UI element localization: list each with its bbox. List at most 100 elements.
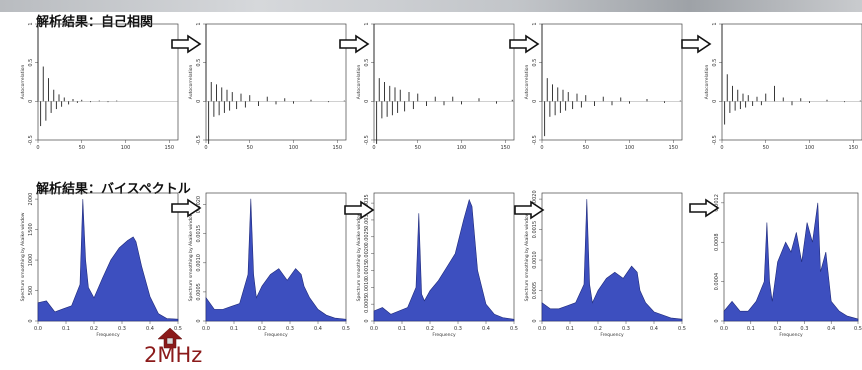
- y-axis-title: Autocorrelation: [356, 65, 362, 100]
- y-tick-label: 0.0008: [714, 233, 720, 251]
- flow-arrow-6: [344, 200, 375, 220]
- flow-arrow-1: [171, 34, 202, 54]
- y-tick-label: 1500: [28, 223, 34, 236]
- x-tick-label: 0: [720, 145, 723, 151]
- x-tick-label: 0.5: [342, 326, 350, 332]
- y-tick-label: 1000: [28, 254, 34, 267]
- y-axis-title: Autocorrelation: [704, 65, 710, 100]
- flow-arrow-4: [681, 34, 712, 54]
- flow-arrow-3: [509, 34, 540, 54]
- plot-frame: [721, 23, 862, 141]
- y-tick-label: 1: [28, 22, 34, 25]
- x-axis-title: Frequency: [779, 332, 803, 338]
- x-tick-label: 0.1: [62, 326, 70, 332]
- y-axis-title: Spectrum smoothing by Akaike window: [20, 212, 26, 301]
- x-tick-label: 0.4: [314, 326, 322, 332]
- header-image-strip: [0, 0, 862, 12]
- x-tick-label: 0.1: [230, 326, 238, 332]
- y-tick-label: 0.0030: [364, 211, 370, 229]
- y-tick-label: 0.5: [532, 59, 538, 67]
- y-tick-label: 0.0015: [364, 262, 370, 280]
- spectrum-area: [205, 198, 347, 322]
- y-tick-label: 0.0035: [364, 194, 370, 212]
- y-axis-title: Autocorrelation: [524, 65, 530, 100]
- x-tick-label: 0.5: [174, 326, 182, 332]
- y-tick-label: 0.0005: [364, 295, 370, 313]
- y-tick-label: 0: [712, 100, 718, 103]
- chart-panel-8: 00.00050.00100.00150.00200.00250.00300.0…: [356, 192, 518, 338]
- x-tick-label: 0.5: [510, 326, 518, 332]
- plot-frame: [205, 23, 347, 141]
- x-tick-label: 0.2: [90, 326, 98, 332]
- flow-arrow-7: [514, 200, 545, 220]
- y-tick-label: 0.0015: [196, 225, 202, 243]
- y-tick-label: 0.0005: [532, 282, 538, 300]
- x-tick-label: 0.3: [286, 326, 294, 332]
- x-axis-title: Frequency: [432, 332, 456, 338]
- y-tick-label: 0: [714, 319, 720, 322]
- y-tick-label: 0.5: [196, 59, 202, 67]
- chart-panel-9: 0 0.0005 0.0010 0.0015 0.0020 0.0 0.1 0.2 0.3 0.4…: [524, 190, 686, 338]
- x-tick-label: 0.3: [454, 326, 462, 332]
- y-tick-label: -0.5: [196, 135, 202, 145]
- chart-panel-10: 0 0.0004 0.0008 0.0012 0.0 0.1 0.2 0.3 0.4 0.5 Fre…: [714, 192, 862, 338]
- x-tick-label: 0.3: [622, 326, 630, 332]
- x-tick-label: 150: [164, 145, 174, 151]
- y-tick-label: 0.0020: [364, 245, 370, 263]
- x-tick-label: 100: [625, 145, 635, 151]
- y-tick-label: 1: [712, 22, 718, 25]
- x-tick-label: 150: [332, 145, 342, 151]
- y-tick-label: 1: [364, 22, 370, 25]
- x-tick-label: 0.0: [538, 326, 546, 332]
- x-tick-label: 0.0: [34, 326, 42, 332]
- x-axis-title: Frequency: [600, 332, 624, 338]
- x-tick-label: 50: [79, 145, 85, 151]
- x-tick-label: 0.2: [426, 326, 434, 332]
- x-tick-label: 100: [805, 145, 815, 151]
- y-tick-label: -0.5: [712, 135, 718, 145]
- x-tick-label: 150: [500, 145, 510, 151]
- y-tick-label: 0.5: [28, 59, 34, 67]
- x-tick-label: 100: [457, 145, 467, 151]
- spectrum-area: [373, 198, 515, 322]
- y-tick-label: 0: [196, 100, 202, 103]
- y-tick-label: 0: [28, 319, 34, 322]
- y-axis-title: Autocorrelation: [188, 65, 194, 100]
- x-tick-label: 0: [372, 145, 375, 151]
- y-axis-title: Autocorrelation: [20, 65, 26, 100]
- plot-frame: [541, 23, 683, 141]
- x-tick-label: 0.3: [118, 326, 126, 332]
- y-tick-label: 0.5: [712, 59, 718, 67]
- y-axis-title: Spectrum smoothing by Akaike window: [356, 212, 362, 301]
- x-tick-label: 150: [848, 145, 858, 151]
- x-tick-label: 150: [668, 145, 678, 151]
- plot-frame: [373, 23, 515, 141]
- x-tick-label: 50: [763, 145, 769, 151]
- y-axis-title: Spectrum smoothing by Akaike window: [188, 212, 194, 301]
- x-tick-label: 0.4: [650, 326, 658, 332]
- y-tick-label: 0: [364, 100, 370, 103]
- x-tick-label: 0.0: [370, 326, 378, 332]
- x-tick-label: 0.4: [827, 326, 835, 332]
- x-tick-label: 50: [247, 145, 253, 151]
- y-tick-label: 0.0015: [532, 221, 538, 239]
- autocorr-section-title: 解析結果：自己相関: [36, 15, 154, 30]
- y-tick-label: 0: [532, 100, 538, 103]
- x-tick-label: 50: [415, 145, 421, 151]
- y-tick-label: 0.0010: [532, 251, 538, 269]
- x-tick-label: 0.1: [398, 326, 406, 332]
- x-axis-title: Frequency: [96, 332, 120, 338]
- x-tick-label: 0.4: [146, 326, 154, 332]
- x-tick-label: 0.1: [747, 326, 755, 332]
- plot-frame: [37, 23, 179, 141]
- flow-arrow-2: [339, 34, 370, 54]
- y-tick-label: 0.0020: [196, 196, 202, 214]
- y-tick-label: -0.5: [364, 135, 370, 145]
- frequency-label: 2MHz: [144, 343, 203, 367]
- flow-arrow-5: [171, 198, 202, 218]
- spectrum-area: [37, 199, 179, 322]
